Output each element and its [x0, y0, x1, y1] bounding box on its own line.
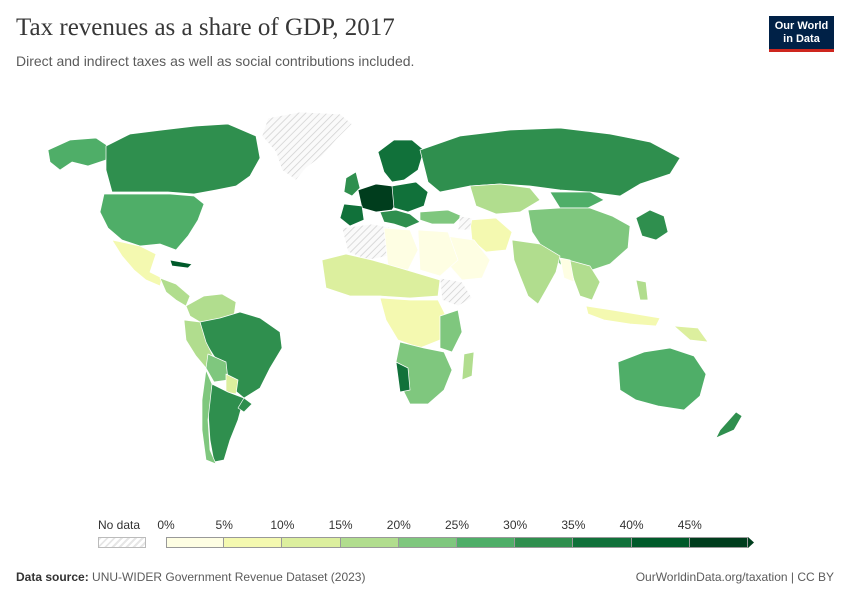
- region-india[interactable]: [511, 239, 561, 305]
- region-arabian-nodata[interactable]: [457, 215, 473, 231]
- legend-tick-label: 40%: [619, 518, 644, 532]
- region-madagascar[interactable]: [461, 351, 475, 381]
- region-argentina[interactable]: [207, 383, 245, 463]
- region-indonesia[interactable]: [585, 305, 661, 327]
- region-cuba[interactable]: [169, 259, 193, 269]
- legend-bin[interactable]: [166, 537, 225, 548]
- region-mongolia[interactable]: [549, 191, 605, 209]
- legend-tick-label: 25%: [444, 518, 470, 532]
- region-central-africa[interactable]: [379, 297, 449, 349]
- region-alaska[interactable]: [47, 137, 109, 171]
- region-iberia[interactable]: [339, 203, 365, 227]
- legend: No data 0% 5% 10% 15% 20% 25% 30% 35% 40% 45%: [0, 510, 850, 555]
- region-namibia[interactable]: [395, 361, 411, 393]
- region-east-africa[interactable]: [439, 309, 463, 353]
- region-turkey[interactable]: [419, 209, 463, 225]
- region-korea-japan[interactable]: [635, 209, 669, 241]
- logo-line-1: Our World: [774, 20, 829, 32]
- legend-tick-label: 20%: [386, 518, 411, 532]
- region-uruguay[interactable]: [237, 397, 253, 413]
- region-russia[interactable]: [419, 127, 681, 197]
- world-map: [47, 111, 743, 465]
- legend-bin[interactable]: [689, 537, 748, 548]
- legend-no-data-swatch[interactable]: [98, 537, 146, 548]
- region-uk[interactable]: [343, 171, 361, 197]
- region-algeria[interactable]: [383, 227, 419, 271]
- region-png[interactable]: [673, 325, 709, 343]
- owid-logo[interactable]: Our World in Data: [769, 16, 834, 52]
- region-central-europe[interactable]: [391, 181, 429, 213]
- region-scandinavia[interactable]: [377, 139, 425, 183]
- region-chile[interactable]: [201, 369, 217, 465]
- region-new-zealand[interactable]: [715, 411, 743, 439]
- legend-bin[interactable]: [515, 537, 574, 548]
- legend-bin[interactable]: [224, 537, 283, 548]
- legend-bin[interactable]: [573, 537, 632, 548]
- site-credit[interactable]: OurWorldinData.org/taxation | CC BY: [635, 570, 834, 584]
- region-usa[interactable]: [99, 193, 205, 251]
- region-horn-nodata[interactable]: [439, 277, 473, 307]
- legend-arrow-icon: [748, 537, 754, 548]
- legend-tick-label: 10%: [270, 518, 295, 532]
- legend-tick-label: 15%: [328, 518, 353, 532]
- region-myanmar[interactable]: [559, 257, 575, 283]
- region-canada[interactable]: [105, 123, 261, 195]
- legend-bin[interactable]: [398, 537, 457, 548]
- source-label: Data source:: [16, 570, 89, 584]
- region-central-america[interactable]: [159, 277, 191, 307]
- chart-subtitle: Direct and indirect taxes as well as soc…: [16, 53, 415, 69]
- legend-tick-label: 5%: [215, 518, 233, 532]
- legend-tick-label: 30%: [503, 518, 528, 532]
- legend-bin[interactable]: [457, 537, 516, 548]
- legend-bin[interactable]: [631, 537, 690, 548]
- logo-line-2: in Data: [783, 33, 820, 45]
- region-kazakhstan[interactable]: [469, 183, 541, 215]
- legend-tick-label: 0%: [157, 518, 175, 532]
- legend-tick-label: 45%: [677, 518, 702, 532]
- legend-tick-label: 35%: [561, 518, 586, 532]
- legend-bin[interactable]: [282, 537, 341, 548]
- region-libya-egypt[interactable]: [417, 229, 459, 277]
- region-southeast-asia[interactable]: [567, 259, 601, 301]
- region-philippines[interactable]: [635, 279, 649, 301]
- region-bolivia[interactable]: [205, 353, 229, 383]
- chart-title: Tax revenues as a share of GDP, 2017: [16, 14, 395, 41]
- region-australia[interactable]: [617, 347, 707, 411]
- source-note: Data source: UNU-WIDER Government Revenu…: [16, 570, 365, 584]
- region-sahel[interactable]: [321, 253, 441, 299]
- region-greenland[interactable]: [261, 111, 353, 181]
- region-mexico[interactable]: [111, 239, 163, 287]
- legend-no-data-label: No data: [98, 518, 141, 532]
- legend-bin[interactable]: [340, 537, 399, 548]
- region-italy-balkans[interactable]: [379, 209, 421, 229]
- region-paraguay[interactable]: [225, 373, 239, 395]
- source-text[interactable]: UNU-WIDER Government Revenue Dataset (20…: [92, 570, 366, 584]
